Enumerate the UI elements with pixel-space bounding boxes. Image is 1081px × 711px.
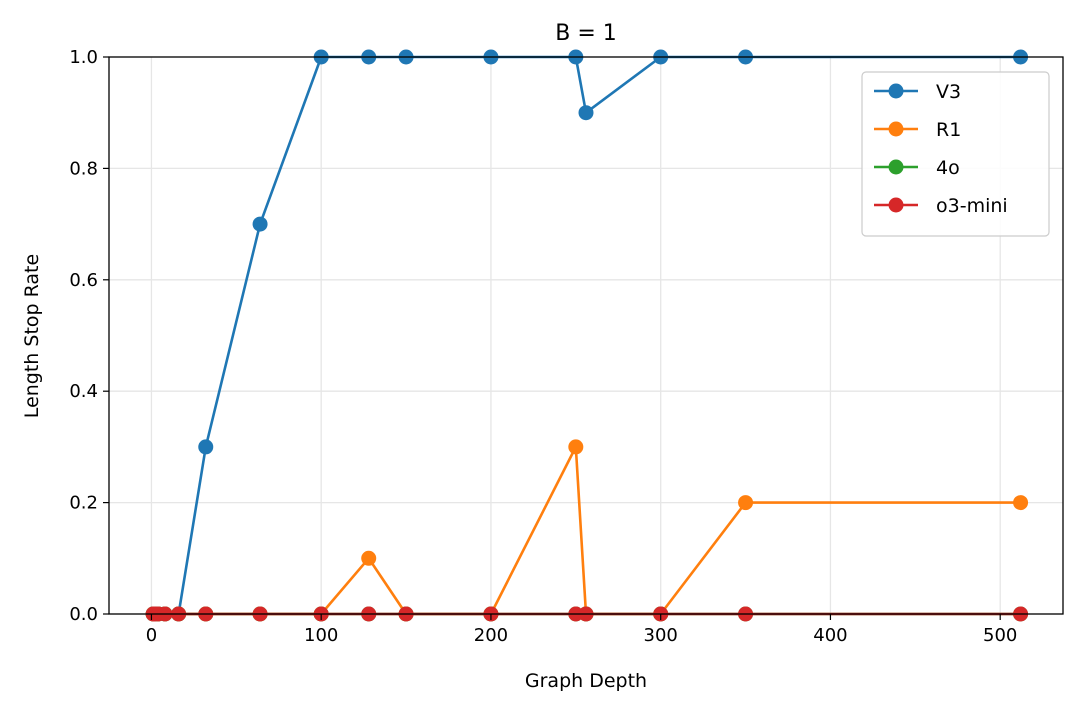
x-tick-label: 100 — [304, 625, 338, 646]
data-point — [252, 216, 268, 232]
legend-label: 4o — [936, 157, 960, 179]
legend-label: V3 — [936, 81, 961, 103]
y-tick-label: 0.4 — [69, 381, 98, 402]
x-tick-label: 400 — [813, 625, 847, 646]
data-point — [361, 550, 377, 566]
legend-marker — [888, 197, 904, 213]
x-axis-label: Graph Depth — [525, 670, 647, 692]
y-tick-label: 0.8 — [69, 158, 98, 179]
legend-item: V3 — [874, 81, 961, 103]
y-axis-label: Length Stop Rate — [21, 254, 43, 418]
data-point — [578, 105, 594, 121]
y-tick-label: 0.6 — [69, 270, 98, 291]
x-tick-label: 300 — [644, 625, 678, 646]
chart-title: B = 1 — [555, 21, 617, 46]
legend-item: o3-mini — [874, 195, 1008, 217]
y-tick-label: 1.0 — [69, 47, 98, 68]
legend-box — [861, 71, 1050, 237]
y-axis: 0.0 0.2 0.4 0.6 0.8 1.0 — [69, 47, 109, 625]
x-tick-label: 0 — [146, 625, 157, 646]
y-tick-label: 0.0 — [69, 604, 98, 625]
data-point — [568, 439, 584, 455]
data-point — [1013, 495, 1029, 511]
x-tick-label: 500 — [983, 625, 1017, 646]
y-tick-label: 0.2 — [69, 493, 98, 514]
plot-frame — [108, 56, 1064, 615]
legend-item: R1 — [874, 119, 961, 141]
data-point — [738, 495, 754, 511]
legend-label: R1 — [936, 119, 961, 141]
legend: V3 R1 4o o3-mini — [861, 71, 1050, 237]
legend-marker — [888, 159, 904, 175]
data-point — [198, 439, 214, 455]
legend-marker — [888, 83, 904, 99]
x-tick-label: 200 — [474, 625, 508, 646]
legend-item: 4o — [874, 157, 960, 179]
legend-marker — [888, 121, 904, 137]
legend-label: o3-mini — [936, 195, 1008, 217]
x-axis: 0 100 200 300 400 500 — [146, 614, 1017, 646]
